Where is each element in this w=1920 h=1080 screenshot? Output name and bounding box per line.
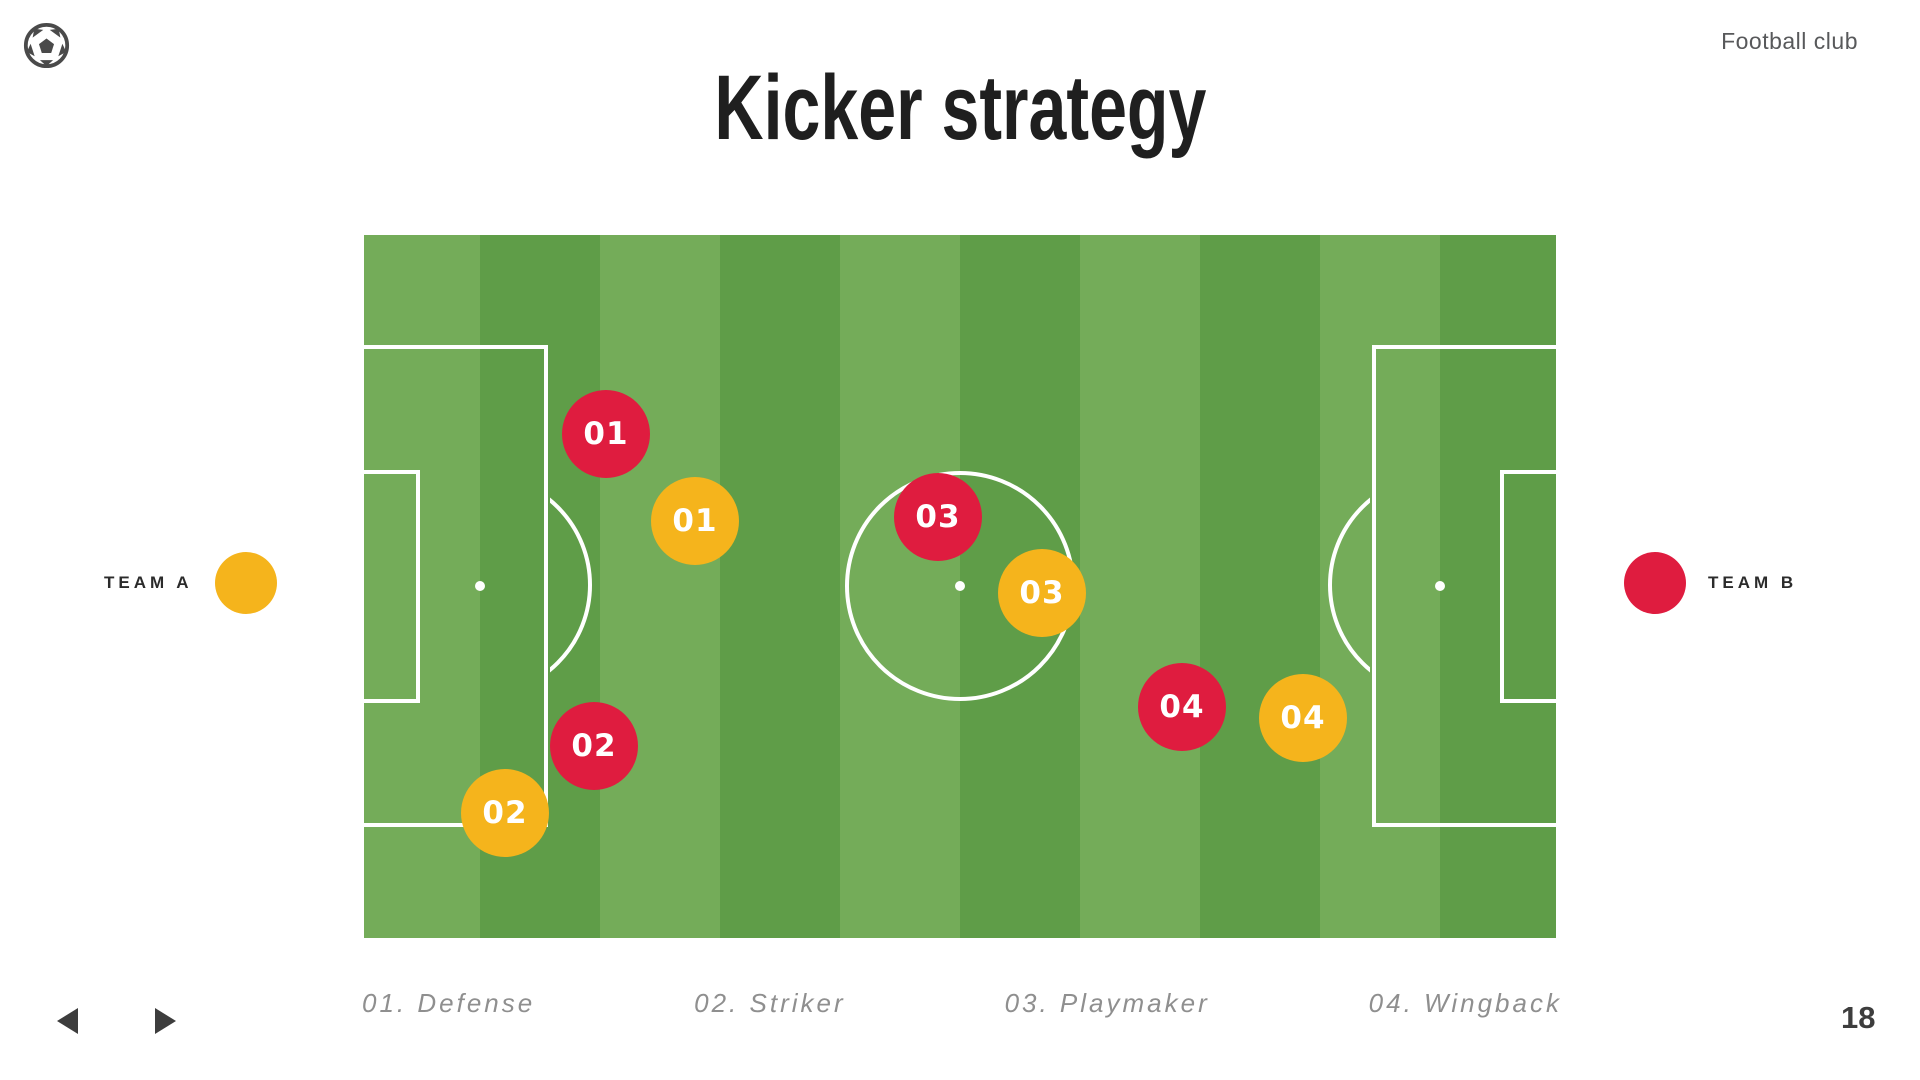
page-number: 18 — [1841, 1000, 1876, 1035]
next-slide-button triangle-right-icon[interactable] — [155, 1008, 176, 1034]
player-marker-team-a-03[interactable]: 03 — [998, 549, 1086, 637]
page-title: Kicker strategy — [714, 57, 1206, 159]
soccer-field: 01 01 02 02 03 03 04 04 — [360, 231, 1560, 942]
player-marker-team-b-02[interactable]: 02 — [550, 702, 638, 790]
position-label: 01. Defense — [362, 988, 536, 1018]
team-b-color-dot — [1624, 552, 1686, 614]
field-goal-box-right — [1500, 470, 1560, 703]
positions-legend: 01. Defense 02. Striker 03. Playmaker 04. W… — [362, 988, 1562, 1019]
position-label: 03. Playmaker — [1004, 988, 1210, 1018]
team-a-legend: TEAM A — [104, 552, 277, 614]
player-marker-team-a-01[interactable]: 01 — [651, 477, 739, 565]
player-marker-team-b-03[interactable]: 03 — [894, 473, 982, 561]
team-b-legend: TEAM B — [1624, 552, 1797, 614]
player-marker-team-b-04[interactable]: 04 — [1138, 663, 1226, 751]
prev-slide-button triangle-left-icon[interactable] — [57, 1008, 78, 1034]
brand-label: Football club — [1721, 28, 1858, 54]
field-center-spot — [955, 581, 965, 591]
soccer-ball-icon — [23, 22, 70, 69]
player-marker-team-a-04[interactable]: 04 — [1259, 674, 1347, 762]
player-marker-team-a-02[interactable]: 02 — [461, 769, 549, 857]
player-marker-team-b-01[interactable]: 01 — [562, 390, 650, 478]
field-goal-box-left — [360, 470, 420, 703]
field-penalty-spot-left — [475, 581, 485, 591]
position-label: 02. Striker — [694, 988, 846, 1018]
team-a-color-dot — [214, 552, 277, 614]
field-penalty-spot-right — [1435, 581, 1445, 591]
title-wrap: Kicker strategy — [0, 60, 1920, 157]
team-a-label: TEAM A — [104, 573, 193, 592]
team-b-label: TEAM B — [1708, 573, 1798, 592]
position-label: 04. Wingback — [1368, 988, 1562, 1018]
